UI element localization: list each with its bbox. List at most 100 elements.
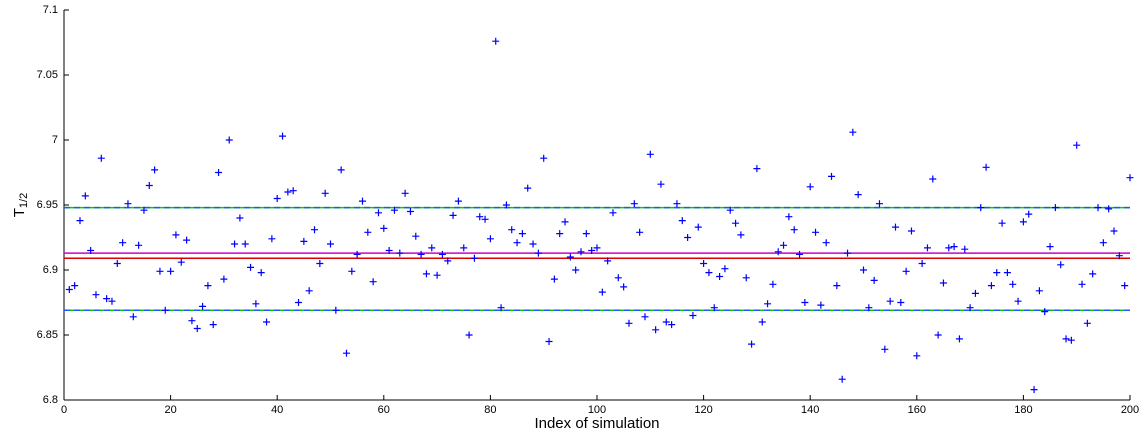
point bbox=[566, 253, 574, 261]
point bbox=[678, 217, 686, 225]
x-tick-label: 180 bbox=[1014, 404, 1032, 416]
point bbox=[662, 318, 670, 326]
point bbox=[518, 230, 526, 238]
point bbox=[865, 304, 873, 312]
point bbox=[316, 260, 324, 267]
point bbox=[732, 219, 740, 227]
point bbox=[721, 265, 729, 273]
point bbox=[630, 200, 638, 208]
point bbox=[700, 260, 708, 267]
point bbox=[199, 302, 207, 310]
point bbox=[209, 321, 217, 329]
point bbox=[406, 208, 414, 215]
y-tick-label: 6.85 bbox=[37, 329, 58, 341]
point bbox=[609, 209, 617, 217]
point bbox=[108, 297, 116, 305]
point bbox=[758, 318, 766, 326]
point bbox=[1115, 252, 1123, 260]
point bbox=[561, 218, 569, 226]
point bbox=[923, 244, 931, 252]
point bbox=[1014, 297, 1022, 305]
point bbox=[998, 219, 1006, 227]
point bbox=[652, 326, 660, 334]
point bbox=[1105, 205, 1113, 213]
point bbox=[1009, 280, 1017, 288]
point bbox=[177, 258, 185, 266]
x-tick-label: 200 bbox=[1121, 404, 1139, 416]
y-axis-label-sub: 1/2 bbox=[18, 193, 30, 208]
point bbox=[295, 299, 303, 306]
point bbox=[860, 266, 867, 274]
point bbox=[183, 236, 191, 244]
y-tick-label: 6.8 bbox=[43, 394, 58, 406]
x-tick-label: 160 bbox=[908, 404, 926, 416]
point bbox=[167, 267, 175, 275]
point bbox=[1110, 227, 1118, 235]
point bbox=[449, 211, 457, 219]
point bbox=[550, 275, 558, 283]
point bbox=[438, 250, 446, 258]
point bbox=[284, 188, 292, 196]
point bbox=[247, 263, 255, 271]
point bbox=[694, 223, 702, 231]
point bbox=[305, 287, 313, 295]
point bbox=[764, 300, 772, 308]
point bbox=[321, 189, 329, 197]
point bbox=[81, 192, 89, 200]
point bbox=[215, 169, 223, 176]
point bbox=[396, 249, 404, 257]
x-tick-label: 140 bbox=[801, 404, 819, 416]
point bbox=[257, 269, 265, 277]
point bbox=[1121, 282, 1129, 290]
point bbox=[971, 289, 979, 297]
point bbox=[907, 227, 915, 235]
point bbox=[961, 245, 969, 253]
point bbox=[412, 232, 420, 240]
point bbox=[726, 206, 734, 214]
y-tick-label: 6.9 bbox=[43, 264, 58, 276]
point bbox=[641, 313, 649, 321]
point bbox=[977, 204, 985, 212]
point bbox=[358, 197, 366, 205]
point bbox=[673, 200, 681, 208]
x-tick-label: 60 bbox=[378, 404, 390, 416]
point bbox=[513, 239, 521, 247]
point bbox=[151, 166, 159, 174]
point bbox=[572, 266, 580, 274]
point bbox=[188, 317, 196, 325]
y-tick-label: 7 bbox=[52, 134, 58, 146]
point bbox=[119, 239, 127, 247]
point bbox=[705, 269, 713, 277]
point bbox=[342, 349, 350, 357]
point bbox=[502, 201, 510, 209]
point bbox=[220, 275, 228, 283]
point bbox=[598, 288, 606, 296]
point bbox=[1094, 204, 1102, 212]
point bbox=[369, 278, 377, 286]
point bbox=[812, 228, 820, 236]
point bbox=[103, 295, 111, 303]
point bbox=[241, 240, 249, 248]
point bbox=[92, 291, 100, 299]
point bbox=[497, 304, 505, 312]
point bbox=[1030, 386, 1038, 394]
point bbox=[327, 240, 334, 248]
point bbox=[1078, 280, 1086, 288]
point bbox=[838, 375, 846, 383]
point bbox=[993, 269, 1001, 277]
point bbox=[273, 195, 281, 202]
point bbox=[353, 250, 361, 258]
point bbox=[71, 282, 79, 290]
point bbox=[955, 335, 963, 343]
point bbox=[689, 312, 697, 319]
point bbox=[588, 247, 596, 254]
point bbox=[646, 150, 654, 158]
point bbox=[801, 299, 809, 306]
point bbox=[737, 231, 745, 239]
point bbox=[668, 321, 676, 329]
point bbox=[822, 239, 830, 247]
point bbox=[1057, 261, 1065, 269]
point bbox=[593, 244, 601, 252]
point bbox=[636, 228, 644, 236]
